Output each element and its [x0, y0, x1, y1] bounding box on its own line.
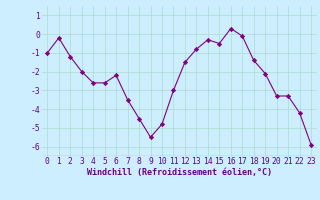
X-axis label: Windchill (Refroidissement éolien,°C): Windchill (Refroidissement éolien,°C) [87, 168, 272, 177]
